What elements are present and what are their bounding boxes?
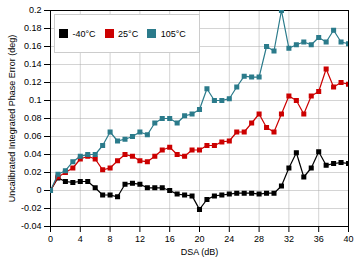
svg-text:0.18: 0.18 [24,23,42,33]
svg-text:4: 4 [78,234,83,244]
svg-text:0.08: 0.08 [24,113,42,123]
svg-text:-0.02: -0.02 [21,203,42,213]
svg-text:28: 28 [254,234,264,244]
svg-text:-0.04: -0.04 [21,221,42,231]
svg-text:0.2: 0.2 [29,5,42,15]
svg-text:8: 8 [108,234,113,244]
svg-text:32: 32 [284,234,294,244]
svg-text:Uncalibrated Integrated Phase: Uncalibrated Integrated Phase Error (deg… [7,35,17,203]
svg-text:0.12: 0.12 [24,77,42,87]
html-text:105°C: 105°C [160,28,186,39]
svg-text:20: 20 [194,234,204,244]
svg-text:0.02: 0.02 [24,167,42,177]
svg-text:24: 24 [224,234,234,244]
svg-text:0.14: 0.14 [24,59,42,69]
svg-text:16: 16 [165,234,175,244]
svg-text:12: 12 [135,234,145,244]
html-text:-40°C: -40°C [72,28,96,39]
svg-text:DSA (dB): DSA (dB) [181,247,219,257]
svg-text:0.06: 0.06 [24,131,42,141]
svg-text:40: 40 [343,234,353,244]
svg-text:0.04: 0.04 [24,149,42,159]
svg-text:0: 0 [36,185,41,195]
html-text:25°C: 25°C [118,28,139,39]
svg-text:0: 0 [48,234,53,244]
svg-text:0.1: 0.1 [29,95,42,105]
svg-text:36: 36 [314,234,324,244]
svg-text:0.16: 0.16 [24,41,42,51]
